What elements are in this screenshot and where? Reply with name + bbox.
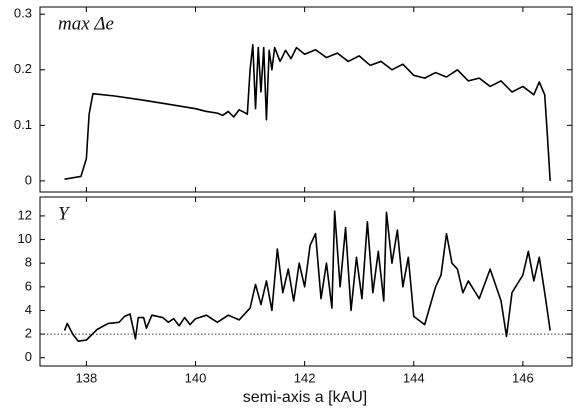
- x-tick-label: 142: [294, 370, 316, 385]
- y-tick-label: 0.1: [14, 117, 32, 132]
- x-axis-label: semi-axis a [kAU]: [243, 389, 367, 406]
- y-tick-label: 0.2: [14, 61, 32, 76]
- y-tick-label: 8: [25, 255, 32, 270]
- y-tick-label: 0.3: [14, 6, 32, 21]
- annotation: Y: [58, 203, 71, 224]
- y-tick-label: 0: [25, 349, 32, 364]
- y-tick-label: 12: [18, 207, 32, 222]
- data-line: [64, 43, 551, 181]
- plot-frame: [39, 196, 573, 367]
- y-tick-label: 6: [25, 278, 32, 293]
- plot-frame: [39, 6, 573, 193]
- y-tick-label: 0: [25, 172, 32, 187]
- y-tick-label: 2: [25, 326, 32, 341]
- x-tick-label: 146: [512, 370, 534, 385]
- y-tick-label: 4: [25, 302, 32, 317]
- x-tick-label: 144: [403, 370, 425, 385]
- x-tick-label: 140: [185, 370, 207, 385]
- y-tick-label: 10: [18, 231, 32, 246]
- annotation: max Δe: [58, 13, 114, 34]
- data-line: [63, 210, 551, 342]
- x-tick-label: 138: [76, 370, 98, 385]
